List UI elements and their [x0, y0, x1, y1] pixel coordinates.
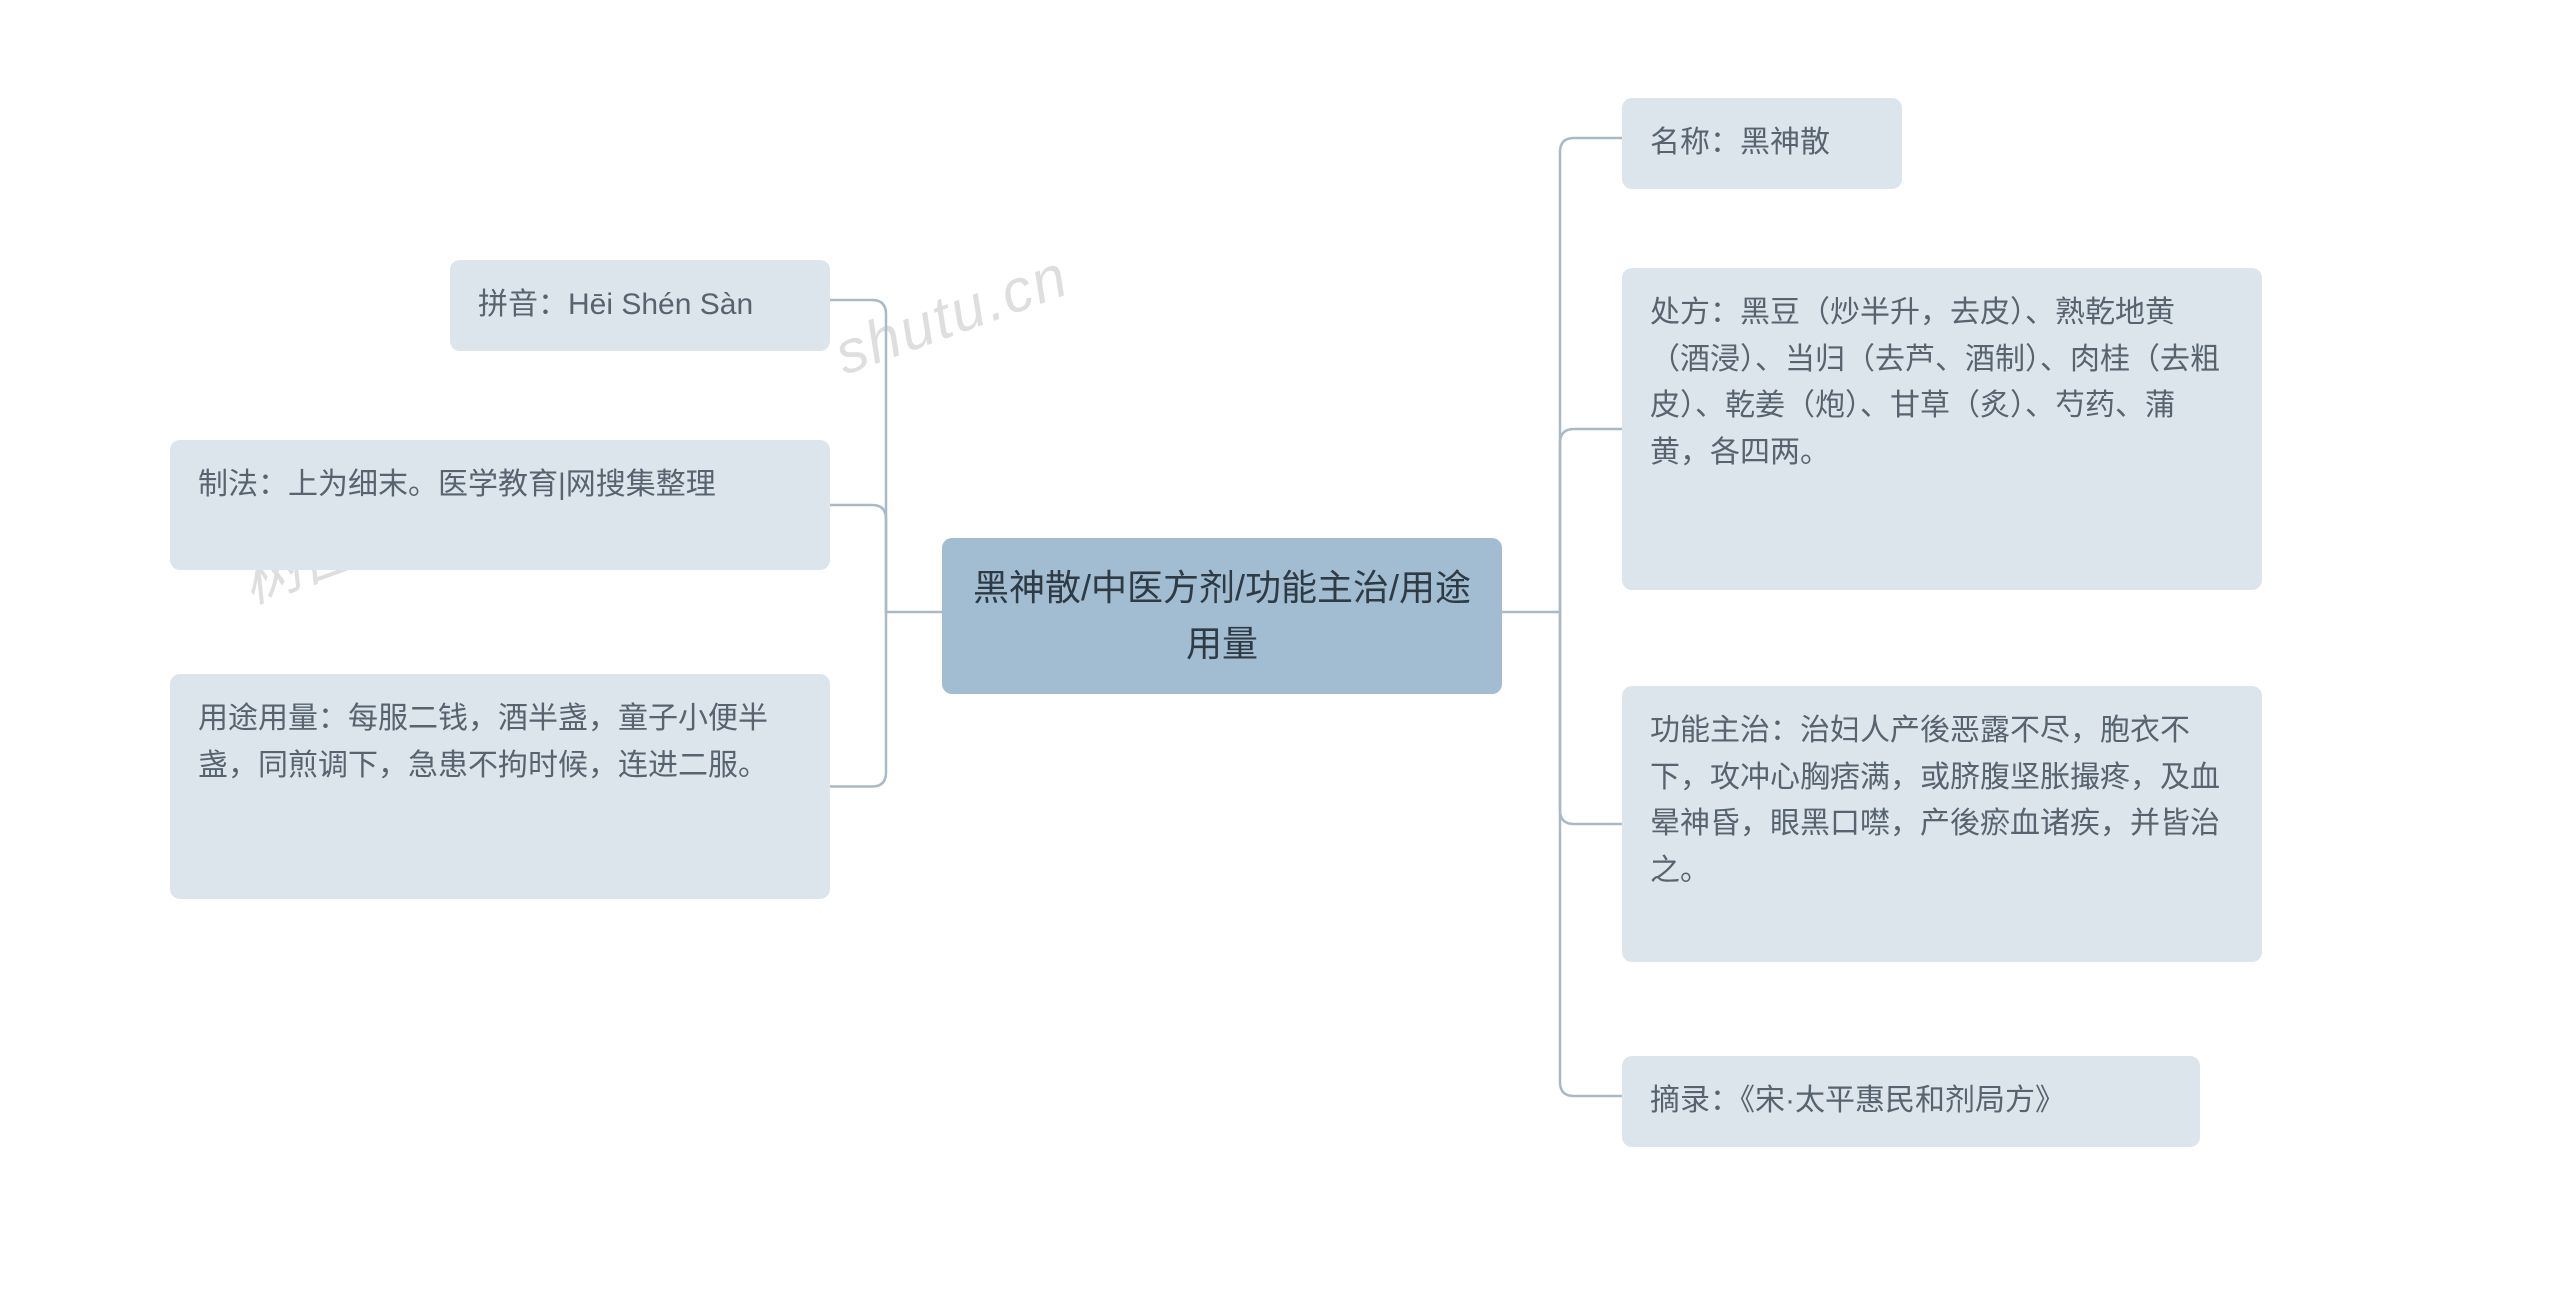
center-topic-text: 黑神散/中医方剂/功能主治/用途用量	[973, 567, 1471, 664]
leaf-excerpt: 摘录：《宋·太平惠民和剂局方》	[1622, 1056, 2200, 1147]
leaf-text: 用途用量：每服二钱，酒半盏，童子小便半盏，同煎调下，急患不拘时候，连进二服。	[198, 702, 768, 782]
leaf-function: 功能主治：治妇人产後恶露不尽，胞衣不下，攻冲心胸痞满，或脐腹坚胀撮疼，及血晕神昏…	[1622, 686, 2262, 962]
leaf-text: 名称：黑神散	[1650, 126, 1830, 159]
leaf-text: 制法：上为细末。医学教育|网搜集整理	[198, 468, 716, 501]
watermark: shutu.cn	[826, 241, 1078, 389]
leaf-usage: 用途用量：每服二钱，酒半盏，童子小便半盏，同煎调下，急患不拘时候，连进二服。	[170, 674, 830, 899]
leaf-name: 名称：黑神散	[1622, 98, 1902, 189]
center-topic: 黑神散/中医方剂/功能主治/用途用量	[942, 538, 1502, 694]
leaf-text: 摘录：《宋·太平惠民和剂局方》	[1650, 1084, 2065, 1117]
leaf-method: 制法：上为细末。医学教育|网搜集整理	[170, 440, 830, 570]
leaf-text: 功能主治：治妇人产後恶露不尽，胞衣不下，攻冲心胸痞满，或脐腹坚胀撮疼，及血晕神昏…	[1650, 714, 2220, 887]
leaf-text: 处方：黑豆（炒半升，去皮）、熟乾地黄（酒浸）、当归（去芦、酒制）、肉桂（去粗皮）…	[1650, 296, 2220, 469]
leaf-prescription: 处方：黑豆（炒半升，去皮）、熟乾地黄（酒浸）、当归（去芦、酒制）、肉桂（去粗皮）…	[1622, 268, 2262, 590]
leaf-text: 拼音：Hēi Shén Sàn	[478, 288, 753, 321]
leaf-pinyin: 拼音：Hēi Shén Sàn	[450, 260, 830, 351]
